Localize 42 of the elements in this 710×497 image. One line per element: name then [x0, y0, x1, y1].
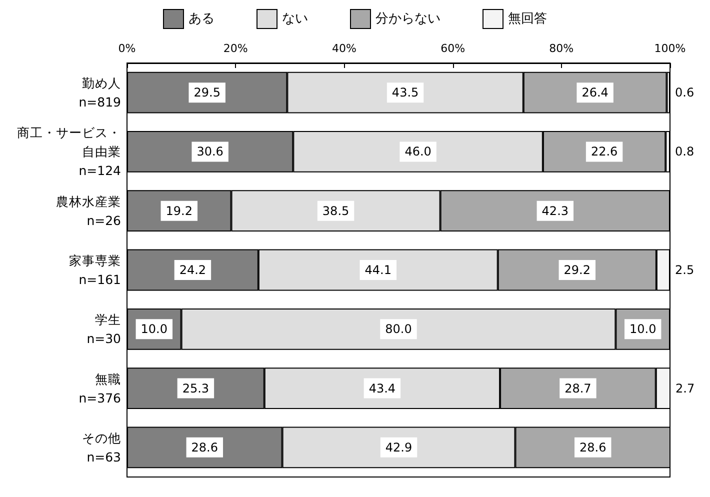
data-label: 22.6	[590, 144, 618, 159]
data-label: 26.4	[582, 86, 608, 100]
data-label: 44.1	[364, 263, 392, 277]
data-label: 2.7	[676, 381, 695, 396]
data-label: 43.5	[392, 86, 419, 100]
data-label: 2.5	[675, 263, 694, 277]
y-tick-label: その他 n=63	[82, 430, 121, 464]
data-label: 28.7	[564, 381, 592, 396]
x-tick-label: 0%	[118, 42, 136, 55]
legend-label: ある	[188, 12, 214, 26]
data-label: 42.3	[542, 204, 569, 218]
data-label: 80.0	[385, 322, 412, 336]
data-label: 0.6	[675, 86, 694, 100]
data-label: 42.9	[385, 440, 412, 454]
legend-label: 分からない	[376, 12, 440, 26]
data-label: 30.6	[196, 144, 224, 159]
data-label: 24.2	[179, 263, 206, 277]
data-label: 43.4	[368, 381, 396, 396]
y-tick-label: 商工・サービス・自由業 n=124	[17, 125, 122, 178]
data-label: 28.6	[191, 440, 218, 454]
data-label: 10.0	[140, 322, 168, 336]
data-label: 46.0	[404, 144, 432, 159]
y-tick-label: 家事専業 n=161	[69, 253, 121, 287]
data-label: 10.0	[629, 322, 656, 336]
x-tick-label: 80%	[549, 42, 574, 55]
x-tick-label: 20%	[223, 42, 248, 55]
data-label: 25.3	[182, 381, 210, 396]
x-tick-label: 100%	[654, 42, 686, 55]
legend-label: 無回答	[508, 12, 547, 26]
y-tick-label: 農林水産業 n=26	[56, 194, 122, 228]
y-tick-label: 無職 n=376	[78, 371, 122, 406]
legend-label: ない	[282, 12, 308, 26]
data-label: 19.2	[166, 204, 192, 218]
x-tick-label: 40%	[332, 42, 356, 55]
data-label: 29.2	[564, 263, 591, 277]
data-label: 0.8	[675, 144, 694, 159]
y-tick-label: 勤め人 n=819	[78, 76, 122, 110]
data-label: 38.5	[322, 204, 350, 218]
y-tick-label: 学生 n=30	[86, 312, 122, 346]
data-label: 28.6	[580, 440, 606, 454]
data-label: 29.5	[194, 86, 220, 100]
x-tick-label: 60%	[440, 42, 466, 55]
